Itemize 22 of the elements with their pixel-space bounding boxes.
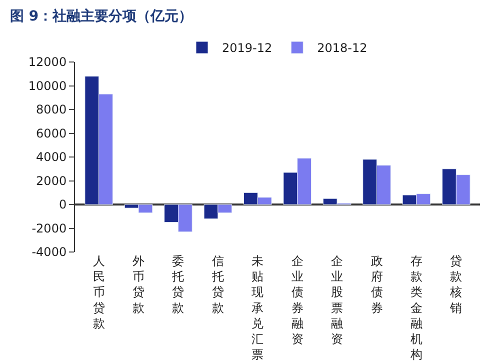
y-tick-label: -2000	[32, 221, 67, 236]
y-tick-label: 2000	[36, 174, 67, 188]
y-tick-label: 6000	[36, 126, 67, 140]
x-tick-label: 企业债券融资	[291, 254, 304, 346]
x-tick-label: 外币贷款	[132, 254, 145, 315]
x-tick-label: 信托贷款	[210, 254, 224, 315]
y-tick-label: -4000	[32, 245, 67, 260]
legend-label: 2019-12	[222, 41, 272, 56]
y-tick-label: 4000	[36, 150, 67, 164]
x-tick-label: 人民币贷款	[92, 254, 105, 330]
x-tick-label: 委托贷款	[171, 254, 184, 315]
x-tick-label: 政府债券	[370, 254, 383, 315]
y-tick-label: 12000	[28, 55, 67, 70]
chart-title: 图 9：社融主要分项（亿元）	[10, 8, 193, 25]
y-tick-label: 10000	[28, 78, 67, 93]
x-tick-label: 未贴现承兑汇票	[252, 254, 264, 362]
y-tick-label: 8000	[36, 102, 67, 117]
y-tick-label: 0	[58, 198, 67, 212]
legend-label: 2018-12	[317, 41, 368, 56]
x-tick-label: 存款类金融机构	[409, 254, 422, 362]
x-tick-label: 企业股票融资	[331, 254, 344, 346]
x-tick-label: 贷款核销	[449, 254, 462, 315]
